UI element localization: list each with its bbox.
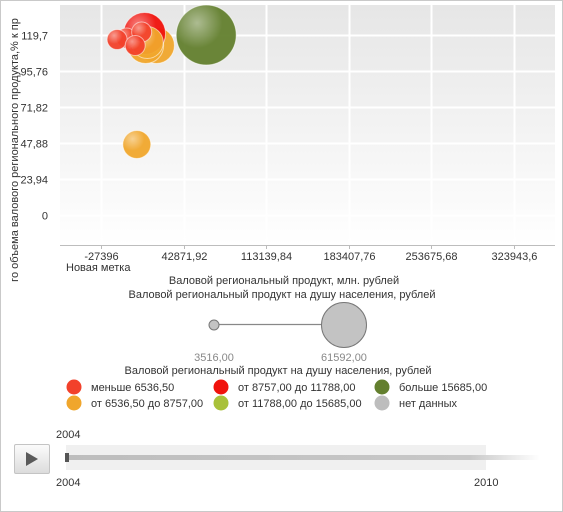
- x-tick-label: 323943,6: [492, 251, 538, 263]
- color-legend: меньше 6536,50 от 6536,50 до 8757,00 от 87…: [66, 379, 487, 411]
- legend-item: от 8757,00 до 11788,00: [213, 379, 355, 395]
- size-legend-min-bubble: [208, 319, 220, 331]
- timeline-thumb[interactable]: [65, 453, 69, 462]
- legend-item: больше 15685,00: [374, 379, 487, 395]
- bubble-highlight: [125, 35, 146, 56]
- bubble[interactable]: [175, 4, 237, 66]
- legend-label: от 11788,00 до 15685,00: [238, 398, 362, 410]
- bubble[interactable]: [106, 29, 128, 50]
- legend-label: от 8757,00 до 11788,00: [238, 382, 355, 394]
- legend-swatch: [213, 379, 229, 395]
- bubble-highlight: [122, 130, 151, 159]
- legend-label: больше 15685,00: [399, 382, 487, 394]
- legend-item: от 11788,00 до 15685,00: [213, 395, 362, 411]
- legend-swatch: [66, 395, 82, 411]
- legend-item: от 6536,50 до 8757,00: [66, 395, 203, 411]
- timeline-current-label: 2004: [56, 429, 80, 441]
- y-tick-label: 23,94: [20, 175, 48, 187]
- y-tick-label: 47,88: [20, 139, 48, 151]
- x-tick-label: 183407,76: [324, 251, 376, 263]
- timeline-end-label: 2010: [474, 477, 498, 489]
- x-extra-label: Новая метка: [66, 262, 131, 274]
- bubble-highlight: [107, 29, 128, 50]
- y-tick-label: 119,7: [21, 31, 48, 43]
- y-tick-label: 71,82: [20, 103, 48, 115]
- x-axis-label: Валовой региональный продукт, млн. рубле…: [169, 275, 399, 287]
- bubble[interactable]: [124, 35, 146, 56]
- legend-item: нет данных: [374, 395, 458, 411]
- color-legend-title: Валовой региональный продукт на душу нас…: [124, 365, 431, 377]
- x-tick-label: -27396: [84, 251, 118, 263]
- size-legend-title: Валовой региональный продукт на душу нас…: [128, 289, 435, 301]
- x-tick-label: 253675,68: [406, 251, 458, 263]
- legend-swatch: [374, 379, 390, 395]
- bubble[interactable]: [122, 130, 152, 159]
- timeline-start-label: 2004: [56, 477, 80, 489]
- legend-item: меньше 6536,50: [66, 379, 174, 395]
- timeline-bar: [66, 455, 540, 460]
- size-legend-min-label: 3516,00: [194, 352, 234, 364]
- bubble-highlight: [176, 5, 237, 65]
- size-legend-max-label: 61592,00: [321, 352, 367, 364]
- y-tick-label: 95,76: [20, 67, 48, 79]
- x-tick-label: 42871,92: [162, 251, 208, 263]
- legend-label: нет данных: [399, 398, 458, 410]
- legend-swatch: [374, 395, 390, 411]
- size-legend-max-bubble: [321, 302, 367, 348]
- play-button[interactable]: [14, 444, 50, 474]
- y-axis-label: го объема валового регионального продукт…: [9, 18, 21, 282]
- x-tick-label: 113139,84: [241, 251, 292, 263]
- legend-label: от 6536,50 до 8757,00: [91, 398, 203, 410]
- y-tick-labels: 0 23,94 47,88 71,82 95,76 119,7: [20, 31, 48, 223]
- legend-label: меньше 6536,50: [91, 382, 174, 394]
- legend-swatch: [213, 395, 229, 411]
- play-icon: [26, 452, 38, 466]
- y-tick-label: 0: [42, 211, 48, 223]
- x-tick-labels: -27396 42871,92 113139,84 183407,76 253675,6…: [84, 251, 537, 263]
- bubbles: [106, 4, 237, 159]
- legend-swatch: [66, 379, 82, 395]
